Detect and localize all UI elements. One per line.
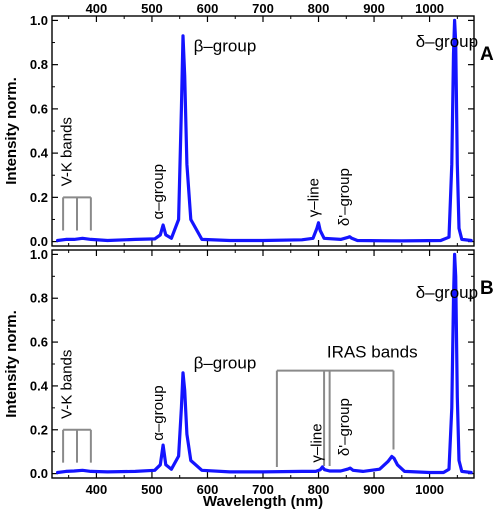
annotation-group: δ–group	[416, 283, 478, 302]
annotation-v-k-bands: V-K bands	[58, 350, 75, 419]
x-tick-label: 800	[308, 482, 330, 497]
y-tick-label: 0.0	[30, 234, 48, 249]
y-tick-label: 0.4	[30, 378, 49, 393]
y-axis-label: Intensity norm.	[3, 77, 20, 185]
plot-frame	[51, 15, 475, 247]
x-tick-label-top: 700	[252, 1, 274, 16]
x-tick-label-top: 600	[197, 1, 219, 16]
spectrum-line	[56, 18, 473, 243]
x-tick-label-top: 800	[308, 1, 330, 16]
y-tick-label: 1.0	[30, 247, 48, 262]
panel-b: 0.0 0.2 0.4 0.6 0.8 1.0 400 500 600 700 800 900 1000…	[3, 247, 494, 497]
y-tick-label: 0.2	[30, 422, 48, 437]
annotation-group: δ'–group	[336, 398, 353, 456]
x-tick-label: 900	[363, 482, 385, 497]
y-axis-label: Intensity norm.	[3, 310, 20, 418]
x-tick-label-top: 1000	[415, 1, 444, 16]
y-tick-label: 0.2	[30, 190, 48, 205]
y-tick-label: 0.6	[30, 101, 48, 116]
x-axis-label: Wavelength (nm)	[203, 493, 323, 510]
x-tick-label: 700	[252, 482, 274, 497]
x-tick-label: 1000	[415, 482, 444, 497]
panel-label: A	[480, 44, 494, 65]
y-tick-label: 0.0	[30, 466, 48, 481]
annotation-group: α–group	[150, 164, 167, 219]
x-tick-label: 500	[141, 482, 163, 497]
panel-a: 0.0 0.2 0.4 0.6 0.8 1.0 400 500 600 700 800 900 1000…	[3, 1, 494, 249]
x-tick-label: 400	[86, 482, 108, 497]
y-tick-label: 0.8	[30, 291, 48, 306]
panel-label: B	[480, 278, 494, 299]
annotation-line: γ–line	[308, 423, 325, 462]
y-tick-label: 1.0	[30, 13, 48, 28]
x-tick-label: 600	[197, 482, 219, 497]
annotation-line: γ–line	[306, 178, 323, 217]
x-tick-label-top: 900	[363, 1, 385, 16]
plot-frame	[51, 249, 475, 479]
annotation-group: α–group	[150, 385, 167, 440]
x-tick-label-top: 500	[141, 1, 163, 16]
annotation-group: β–group	[194, 36, 257, 55]
annotation-group: δ'–group	[336, 168, 353, 226]
x-tick-label-top: 400	[86, 1, 108, 16]
y-tick-label: 0.4	[30, 146, 49, 161]
y-tick-label: 0.6	[30, 335, 48, 350]
y-tick-label: 0.8	[30, 57, 48, 72]
annotation-group: δ–group	[416, 32, 478, 51]
annotation-group: β–group	[194, 353, 257, 372]
annotation-v-k-bands: V-K bands	[58, 117, 75, 186]
spectrum-line	[56, 252, 473, 475]
annotation-iras-bands: IRAS bands	[327, 342, 418, 361]
